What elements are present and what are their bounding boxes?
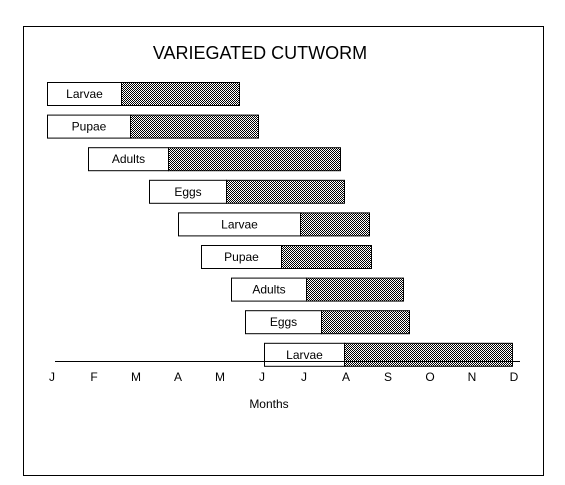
bar-stippled-segment: [281, 245, 372, 269]
bar-group: Eggs: [245, 310, 410, 335]
x-tick-label: M: [131, 370, 141, 384]
x-tick-label: O: [425, 370, 434, 384]
bar-stippled-segment: [321, 310, 410, 335]
bar-solid-segment: [201, 245, 282, 269]
x-tick-label: J: [49, 370, 55, 384]
x-tick-label: N: [468, 370, 477, 384]
x-tick-label: J: [259, 370, 265, 384]
bar-label: Eggs: [270, 315, 297, 329]
bar-label: Larvae: [66, 87, 103, 101]
bar-solid-segment: [149, 179, 227, 204]
bars-group: Larvae Pupae Adults Eggs Larvae Pupae Adults Eg…: [47, 82, 513, 367]
bar-stippled-segment: [121, 82, 240, 106]
bar-stippled-segment: [168, 147, 341, 172]
bar-label: Eggs: [174, 185, 201, 199]
bar-group: Larvae: [264, 342, 513, 367]
bar-group: Pupae: [201, 245, 372, 269]
bar-solid-segment: [264, 342, 345, 367]
bar-group: Pupae: [47, 114, 259, 139]
bar-group: Larvae: [47, 82, 240, 106]
bar-stippled-segment: [306, 277, 404, 302]
x-tick-label: F: [90, 370, 97, 384]
x-tick-label: M: [215, 370, 225, 384]
bar-group: Adults: [231, 277, 404, 302]
bar-label: Larvae: [221, 217, 258, 231]
bar-solid-segment: [231, 277, 307, 302]
bar-label: Pupae: [224, 250, 259, 264]
bar-stippled-segment: [130, 114, 259, 139]
bar-label: Larvae: [286, 348, 323, 362]
bar-group: Eggs: [149, 179, 345, 204]
x-tick-label: J: [301, 370, 307, 384]
x-tick-label: S: [384, 370, 392, 384]
x-tick-label: A: [174, 370, 182, 384]
bar-label: Adults: [112, 152, 145, 166]
chart-title: VARIEGATED CUTWORM: [153, 43, 367, 63]
bar-stippled-segment: [300, 212, 370, 237]
bar-solid-segment: [47, 114, 131, 139]
bar-group: Adults: [88, 147, 341, 172]
bar-solid-segment: [245, 310, 322, 335]
bar-stippled-segment: [344, 342, 513, 367]
bar-stippled-segment: [226, 179, 345, 204]
bar-solid-segment: [88, 147, 169, 172]
x-tick-label: D: [510, 370, 519, 384]
bar-solid-segment: [178, 212, 301, 237]
bar-solid-segment: [47, 82, 122, 106]
x-axis-label: Months: [249, 397, 288, 411]
x-tick-label: A: [342, 370, 350, 384]
bar-group: Larvae: [178, 212, 370, 237]
bar-label: Adults: [252, 283, 285, 297]
bar-label: Pupae: [72, 120, 107, 134]
